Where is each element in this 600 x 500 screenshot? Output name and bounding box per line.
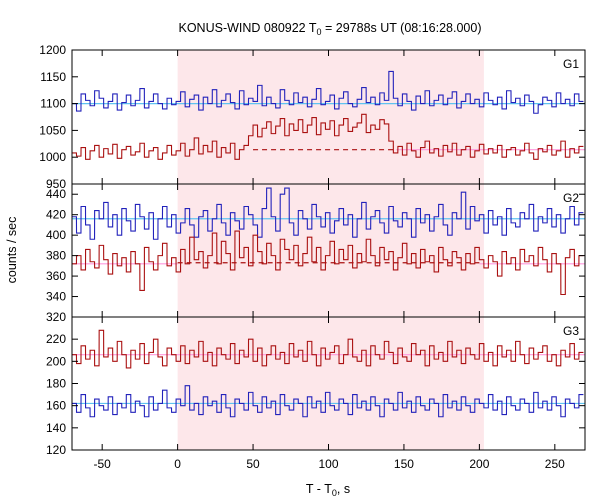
x-tick-label: -50 bbox=[94, 457, 112, 471]
x-tick-label: 250 bbox=[545, 457, 565, 471]
x-tick-label: 100 bbox=[318, 457, 338, 471]
y-axis-title: counts / sec bbox=[5, 217, 19, 284]
y-tick-label: 400 bbox=[46, 228, 66, 242]
y-tick-label: 440 bbox=[46, 187, 66, 201]
x-tick-label: 50 bbox=[246, 457, 260, 471]
shaded-interval-g1 bbox=[177, 50, 484, 184]
y-tick-label: 1000 bbox=[39, 150, 66, 164]
panel-g2: 320 340 360 380 400 420 440 G2 bbox=[46, 183, 586, 324]
x-tick-label: 200 bbox=[469, 457, 489, 471]
panel-label-g1: G1 bbox=[563, 57, 579, 71]
panel-label-g2: G2 bbox=[563, 191, 579, 205]
series-red-g2 bbox=[72, 230, 584, 296]
series-blue-g2 bbox=[72, 187, 584, 240]
y-tick-label: 1100 bbox=[40, 97, 66, 111]
series-blue-g1 bbox=[72, 70, 584, 114]
shaded-interval-g3 bbox=[177, 317, 484, 450]
series-blue-g3 bbox=[72, 385, 584, 418]
y-tick-label: 180 bbox=[46, 377, 66, 391]
series-red-g1 bbox=[72, 113, 584, 160]
y-tick-label: 120 bbox=[46, 443, 66, 457]
y-tick-label: 950 bbox=[46, 177, 66, 191]
series-red-g3 bbox=[72, 329, 584, 369]
y-tick-label: 1150 bbox=[40, 70, 66, 84]
panel-g3: 120 140 160 180 200 220 G3 bbox=[46, 316, 586, 457]
shaded-interval-g2 bbox=[177, 184, 484, 317]
x-axis-title: T - T0, s bbox=[306, 482, 350, 498]
y-tick-label: 380 bbox=[46, 249, 66, 263]
y-tick-label: 420 bbox=[46, 208, 66, 222]
y-tick-label: 360 bbox=[46, 269, 66, 283]
x-tick-label: 150 bbox=[394, 457, 414, 471]
y-tick-label: 140 bbox=[46, 421, 66, 435]
panel-g1: 950 1000 1050 1100 1150 1200 G1 bbox=[39, 43, 586, 191]
panels-layer: 95010001050110011501200G1320340360380400… bbox=[39, 43, 586, 471]
panel-label-g3: G3 bbox=[563, 324, 579, 338]
y-tick-label: 320 bbox=[46, 310, 66, 324]
x-tick-label: 0 bbox=[174, 457, 181, 471]
y-tick-label: 340 bbox=[46, 290, 66, 304]
y-tick-label: 220 bbox=[46, 332, 66, 346]
y-tick-label: 200 bbox=[46, 354, 66, 368]
chart-title: KONUS-WIND 080922 T0 = 29788s UT (08:16:… bbox=[179, 21, 482, 37]
y-tick-label: 160 bbox=[46, 399, 66, 413]
y-tick-label: 1200 bbox=[39, 43, 66, 57]
y-tick-label: 1050 bbox=[39, 123, 66, 137]
